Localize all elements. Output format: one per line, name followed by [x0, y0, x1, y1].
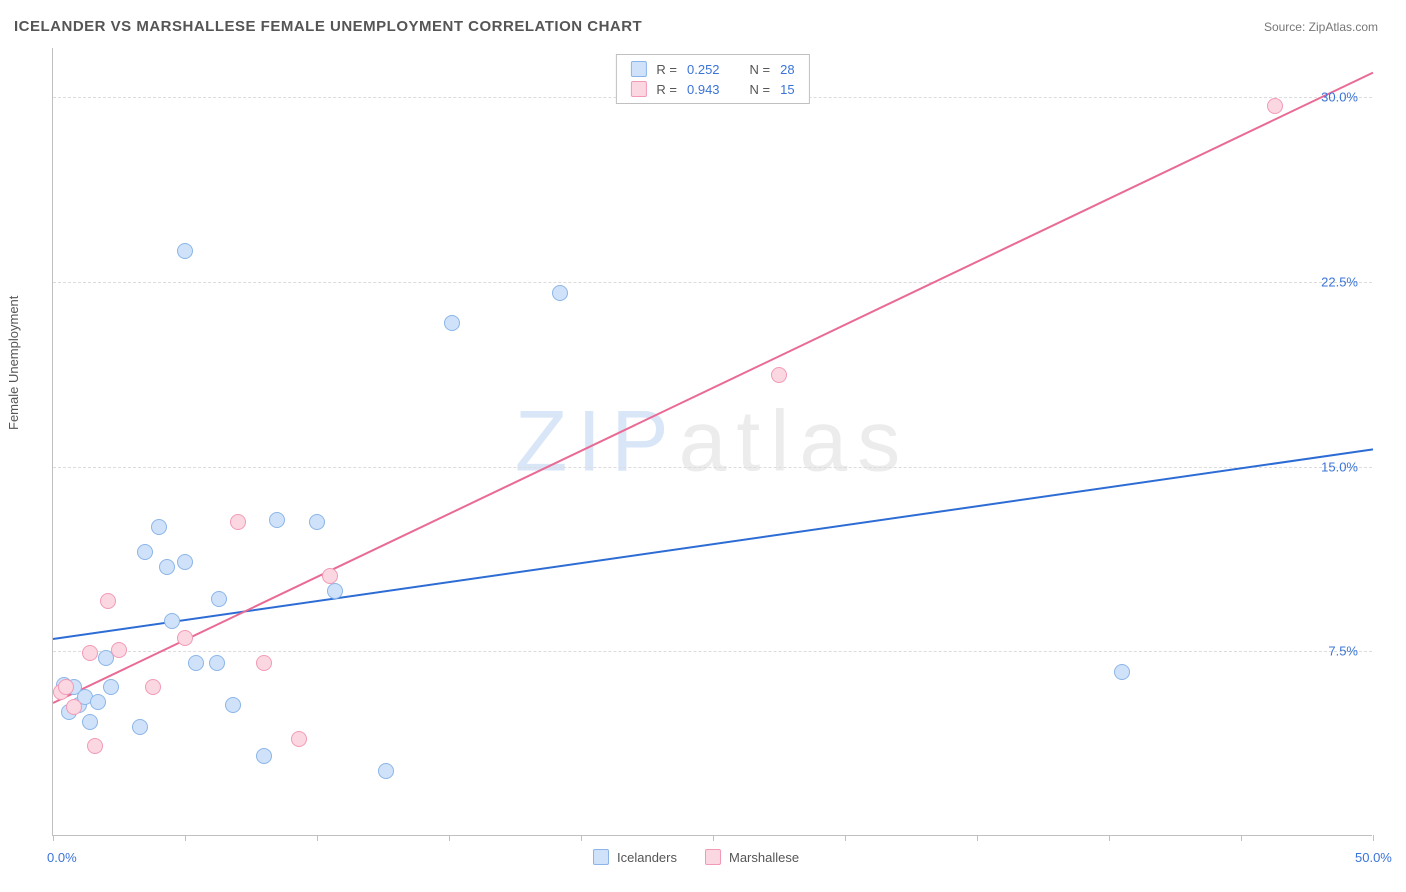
data-point — [378, 763, 394, 779]
data-point — [269, 512, 285, 528]
x-tick — [185, 835, 186, 841]
x-tick — [977, 835, 978, 841]
stat-r-label: R = — [656, 82, 677, 97]
y-tick-label: 7.5% — [1328, 644, 1358, 659]
data-point — [159, 559, 175, 575]
correlation-legend: R = 0.252 N = 28 R = 0.943 N = 15 — [615, 54, 809, 104]
data-point — [151, 519, 167, 535]
legend-label: Icelanders — [617, 850, 677, 865]
x-tick — [1109, 835, 1110, 841]
stat-n-label: N = — [750, 62, 771, 77]
source-label: Source: ZipAtlas.com — [1264, 20, 1378, 34]
series-legend: Icelanders Marshallese — [593, 849, 799, 865]
data-point — [87, 738, 103, 754]
data-point — [309, 514, 325, 530]
y-tick-label: 22.5% — [1321, 274, 1358, 289]
data-point — [82, 645, 98, 661]
data-point — [209, 655, 225, 671]
data-point — [444, 315, 460, 331]
data-point — [137, 544, 153, 560]
y-tick-label: 15.0% — [1321, 459, 1358, 474]
data-point — [1267, 98, 1283, 114]
legend-label: Marshallese — [729, 850, 799, 865]
data-point — [291, 731, 307, 747]
data-point — [82, 714, 98, 730]
x-tick-label: 50.0% — [1355, 850, 1392, 865]
stat-n-value: 28 — [780, 62, 794, 77]
data-point — [111, 642, 127, 658]
stat-n-label: N = — [750, 82, 771, 97]
data-point — [188, 655, 204, 671]
data-point — [1114, 664, 1130, 680]
swatch-icon — [705, 849, 721, 865]
stat-r-value: 0.252 — [687, 62, 720, 77]
swatch-icon — [630, 61, 646, 77]
chart-title: ICELANDER VS MARSHALLESE FEMALE UNEMPLOY… — [14, 18, 642, 35]
data-point — [230, 514, 246, 530]
legend-item: Icelanders — [593, 849, 677, 865]
x-tick — [845, 835, 846, 841]
data-point — [327, 583, 343, 599]
x-tick-label: 0.0% — [47, 850, 77, 865]
swatch-icon — [630, 81, 646, 97]
x-tick — [317, 835, 318, 841]
data-point — [177, 554, 193, 570]
data-point — [145, 679, 161, 695]
data-point — [177, 243, 193, 259]
correlation-row: R = 0.943 N = 15 — [616, 79, 808, 99]
x-tick — [1241, 835, 1242, 841]
data-point — [225, 697, 241, 713]
data-point — [256, 748, 272, 764]
stat-n-value: 15 — [780, 82, 794, 97]
swatch-icon — [593, 849, 609, 865]
data-point — [132, 719, 148, 735]
trend-line — [53, 73, 1373, 703]
data-point — [177, 630, 193, 646]
y-axis-label: Female Unemployment — [6, 296, 21, 430]
trend-lines — [53, 48, 1372, 835]
data-point — [211, 591, 227, 607]
data-point — [58, 679, 74, 695]
data-point — [552, 285, 568, 301]
data-point — [103, 679, 119, 695]
data-point — [100, 593, 116, 609]
x-tick — [449, 835, 450, 841]
stat-r-value: 0.943 — [687, 82, 720, 97]
stat-r-label: R = — [656, 62, 677, 77]
x-tick — [581, 835, 582, 841]
data-point — [322, 568, 338, 584]
x-tick — [53, 835, 54, 841]
data-point — [256, 655, 272, 671]
data-point — [164, 613, 180, 629]
correlation-row: R = 0.252 N = 28 — [616, 59, 808, 79]
x-tick — [713, 835, 714, 841]
legend-item: Marshallese — [705, 849, 799, 865]
x-tick — [1373, 835, 1374, 841]
data-point — [90, 694, 106, 710]
plot-area: ZIPatlas R = 0.252 N = 28 R = 0.943 N = … — [52, 48, 1372, 836]
data-point — [771, 367, 787, 383]
data-point — [66, 699, 82, 715]
y-tick-label: 30.0% — [1321, 90, 1358, 105]
trend-line — [53, 449, 1373, 639]
